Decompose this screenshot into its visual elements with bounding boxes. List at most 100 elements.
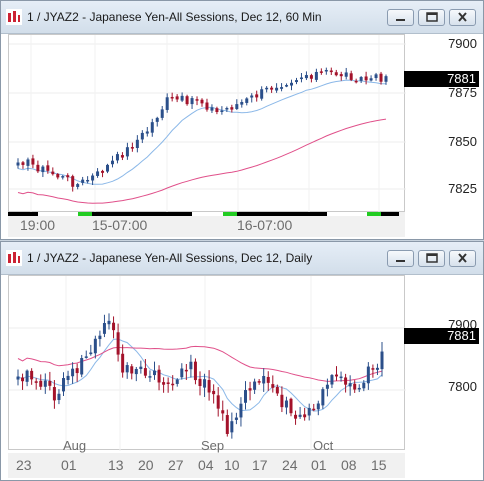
candle-body — [110, 160, 114, 165]
candle-body — [298, 414, 302, 417]
candle-body — [130, 147, 134, 149]
price-plot-area[interactable] — [8, 34, 406, 213]
candle-body — [239, 403, 243, 418]
time-axis: 23 01 13 20 27 04 10 17 24 01 08 15 — [8, 453, 405, 478]
candle-body — [140, 132, 144, 140]
candle-body — [379, 73, 383, 82]
y-tick-label: 7850 — [448, 134, 477, 149]
time-axis: 19:00 15-07:00 16-07:00 — [8, 212, 405, 237]
candle-body — [344, 377, 348, 385]
candle-body — [270, 87, 274, 90]
candle-body — [39, 380, 43, 387]
chart-app-icon — [6, 250, 22, 266]
x-tick-label: 23 — [16, 457, 32, 473]
chart-window-60min: 1 / JYAZ2 - Japanese Yen-All Sessions, D… — [0, 0, 484, 240]
candle-body — [170, 96, 174, 99]
candle-body — [316, 403, 320, 410]
candle-body — [244, 390, 247, 403]
candlestick-chart — [9, 276, 406, 451]
candle-body — [289, 398, 293, 414]
candle-body — [171, 383, 175, 386]
candle-body — [93, 338, 97, 354]
candle-body — [235, 104, 239, 110]
candle-body — [203, 379, 207, 388]
candle-body — [200, 99, 204, 104]
x-tick-label: 20 — [138, 457, 154, 473]
moving-average-line — [17, 345, 383, 382]
minimize-button[interactable] — [387, 250, 414, 267]
price-plot-area[interactable] — [8, 275, 406, 451]
candle-body — [260, 89, 264, 99]
x-tick-label: 01 — [311, 457, 327, 473]
candle-body — [71, 176, 75, 187]
session-bar — [381, 212, 399, 216]
candle-body — [250, 95, 254, 98]
candle-body — [280, 87, 284, 89]
session-bar — [367, 212, 381, 216]
candle-body — [195, 99, 199, 101]
candle-body — [349, 73, 353, 80]
candle-body — [125, 365, 129, 373]
candle-body — [143, 368, 147, 376]
candle-body — [21, 377, 25, 382]
candle-body — [112, 322, 116, 331]
candle-body — [48, 380, 52, 386]
x-tick-label: 01 — [61, 457, 77, 473]
candle-body — [280, 394, 284, 408]
candle-body — [86, 179, 90, 182]
close-button[interactable] — [449, 250, 476, 267]
candle-body — [180, 95, 184, 101]
candle-body — [91, 175, 95, 181]
candle-body — [303, 414, 307, 418]
session-bar — [78, 212, 92, 216]
x-tick-label: 27 — [168, 457, 184, 473]
candle-body — [205, 102, 209, 110]
candle-body — [371, 368, 375, 370]
candle-body — [325, 384, 329, 389]
candle-body — [375, 367, 379, 370]
candle-body — [115, 154, 119, 161]
candle-body — [193, 361, 197, 381]
candle-body — [43, 380, 47, 387]
session-bar — [237, 212, 327, 216]
candle-body — [98, 335, 102, 340]
restore-button[interactable] — [418, 9, 445, 26]
candle-body — [319, 71, 323, 73]
restore-button[interactable] — [418, 250, 445, 267]
candle-body — [148, 376, 152, 378]
session-bar — [38, 212, 78, 216]
x-tick-label: 08 — [341, 457, 357, 473]
candle-body — [34, 381, 38, 383]
candle-body — [52, 387, 56, 401]
candle-body — [314, 71, 318, 80]
candle-body — [374, 74, 378, 79]
x-tick-label: 13 — [108, 457, 124, 473]
candle-body — [220, 110, 224, 113]
candle-body — [284, 400, 288, 408]
candle-body — [230, 107, 234, 110]
title-bar[interactable]: 1 / JYAZ2 - Japanese Yen-All Sessions, D… — [1, 1, 483, 34]
title-bar[interactable]: 1 / JYAZ2 - Japanese Yen-All Sessions, D… — [1, 242, 483, 275]
candle-body — [175, 96, 179, 100]
candle-body — [89, 352, 93, 355]
close-button[interactable] — [449, 9, 476, 26]
candle-body — [153, 370, 156, 376]
candle-body — [21, 162, 25, 165]
x-tick-label: 15-07:00 — [92, 217, 148, 233]
candle-body — [71, 368, 75, 377]
window-title: 1 / JYAZ2 - Japanese Yen-All Sessions, D… — [27, 251, 313, 265]
candle-body — [62, 378, 65, 392]
candle-body — [245, 98, 249, 103]
restore-icon — [426, 253, 438, 263]
candle-body — [130, 366, 134, 374]
candle-body — [155, 117, 159, 122]
candle-body — [294, 414, 298, 419]
candle-body — [324, 69, 328, 72]
candle-body — [262, 376, 266, 384]
candle-body — [180, 368, 184, 378]
x-tick-label: 10 — [224, 457, 240, 473]
minimize-button[interactable] — [387, 9, 414, 26]
y-tick-label: 7900 — [448, 36, 477, 51]
candle-body — [257, 381, 261, 383]
candle-body — [357, 387, 361, 390]
